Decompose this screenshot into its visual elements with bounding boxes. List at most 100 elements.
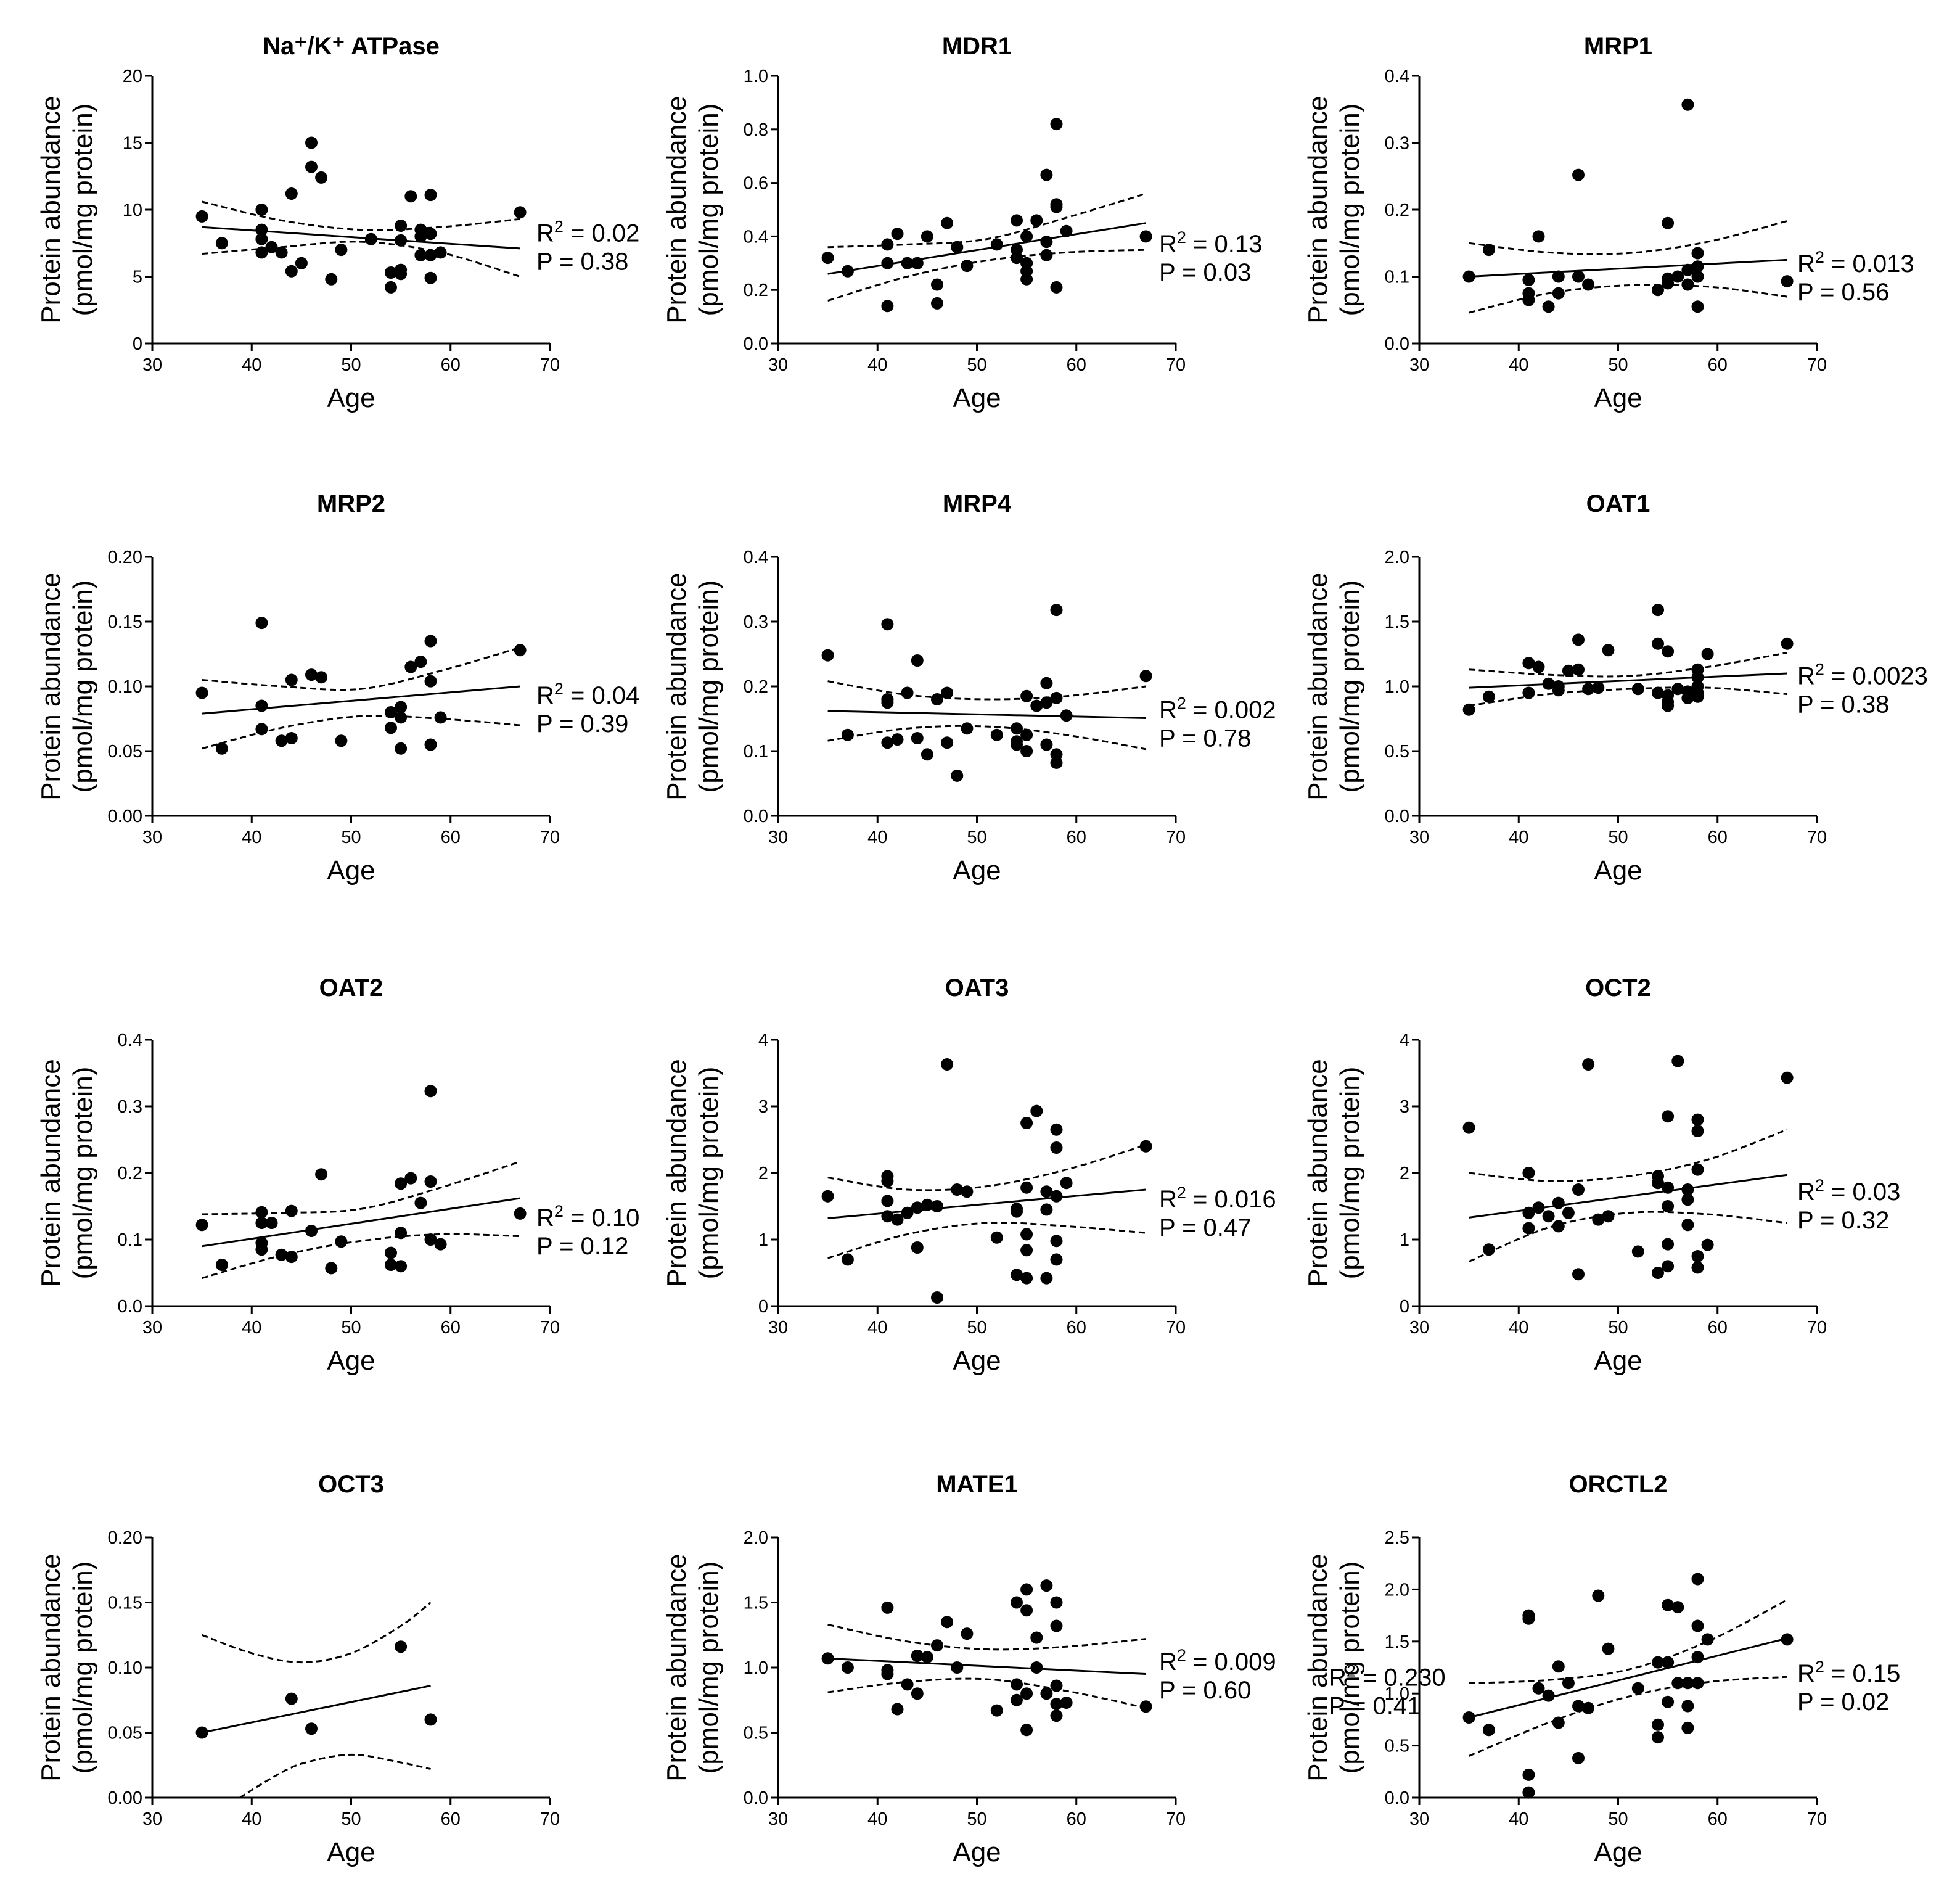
ci-upper-band — [827, 1144, 1147, 1191]
y-tick-label: 0.3 — [118, 1097, 142, 1117]
data-point — [1592, 1213, 1605, 1226]
x-tick-label: 70 — [1166, 1809, 1186, 1829]
r-squared-exponent: 2 — [1815, 1176, 1824, 1195]
x-tick-label: 70 — [1166, 355, 1186, 375]
data-point — [1572, 1268, 1585, 1281]
data-point — [1572, 663, 1585, 676]
r-squared-symbol: R — [1797, 1660, 1815, 1687]
ci-lower-band — [1469, 1211, 1787, 1262]
data-point — [941, 1616, 954, 1629]
y-axis-label-line2: (pmol/mg protein) — [1335, 580, 1365, 793]
data-point — [1522, 1786, 1535, 1799]
r-squared-value: = 0.009 — [1186, 1648, 1276, 1676]
y-tick-label: 0.0 — [744, 1788, 768, 1808]
data-point — [1532, 230, 1545, 243]
data-point — [395, 220, 408, 232]
data-point — [1681, 98, 1694, 111]
r-squared-label: R2 = 0.002 — [1159, 694, 1276, 724]
y-tick-label: 0.4 — [744, 548, 768, 567]
data-point — [315, 1168, 328, 1181]
data-point — [395, 1227, 408, 1240]
data-point — [1552, 1660, 1565, 1673]
y-tick-label: 0.0 — [744, 807, 768, 826]
data-point — [1011, 214, 1023, 227]
y-tick-label: 0.2 — [744, 281, 768, 300]
ci-upper-band — [1469, 1129, 1788, 1182]
r-squared-exponent: 2 — [554, 680, 564, 698]
data-point — [931, 1200, 943, 1212]
data-point — [255, 1243, 268, 1256]
data-point — [901, 1678, 914, 1691]
y-axis-label-line1: Protein abundance — [662, 572, 692, 800]
r-squared-symbol: R — [1159, 231, 1177, 258]
x-tick-label: 40 — [242, 1809, 261, 1829]
ci-lower-band — [827, 1221, 1146, 1259]
data-point — [1040, 1272, 1053, 1285]
x-axis-label: Age — [953, 855, 1001, 886]
x-tick-label: 30 — [142, 828, 162, 847]
r-squared-exponent: 2 — [554, 1202, 564, 1220]
ci-lower-band — [1469, 1676, 1787, 1757]
data-point — [1662, 645, 1675, 658]
r-squared-label: R2 = 0.016 — [1159, 1183, 1276, 1213]
data-point — [891, 1213, 904, 1226]
data-point — [1011, 1693, 1023, 1706]
data-point — [305, 136, 318, 149]
data-point — [1662, 1656, 1675, 1669]
data-point — [424, 635, 437, 648]
data-point — [1691, 1113, 1704, 1126]
x-tick-label: 70 — [1166, 1318, 1186, 1338]
data-point — [265, 241, 278, 253]
data-point — [1020, 273, 1033, 286]
data-point — [1011, 252, 1023, 265]
data-point — [434, 711, 447, 724]
data-point — [1572, 633, 1585, 646]
x-tick-label: 60 — [441, 828, 461, 847]
data-point — [1562, 664, 1575, 677]
data-point — [275, 246, 288, 259]
data-point — [891, 228, 904, 241]
x-axis-label: Age — [327, 1837, 375, 1867]
data-point — [265, 1217, 278, 1229]
data-point — [255, 723, 268, 736]
panel-title: MRP4 — [943, 490, 1012, 517]
data-point — [1662, 277, 1675, 290]
data-point — [941, 736, 954, 749]
r-squared-label: R2 = 0.10 — [536, 1202, 639, 1232]
y-axis-label-line1: Protein abundance — [1303, 1059, 1333, 1286]
data-point — [881, 257, 894, 269]
data-point — [395, 234, 408, 247]
data-point — [275, 734, 288, 747]
x-tick-label: 60 — [1067, 1809, 1086, 1829]
data-point — [1050, 756, 1063, 769]
r-squared-symbol: R — [536, 682, 554, 709]
data-point — [881, 696, 894, 709]
data-point — [1030, 214, 1043, 227]
data-point — [195, 210, 208, 223]
data-point — [1671, 270, 1684, 283]
x-tick-label: 30 — [142, 1318, 162, 1338]
data-point — [821, 649, 834, 662]
r-squared-value: = 0.013 — [1824, 250, 1914, 278]
panel-mate1: MATE1 0.0 0.5 1.0 1.5 2.0 30 40 50 60 70 Age Protein… — [662, 1471, 1276, 1867]
data-point — [385, 722, 397, 734]
data-point — [1522, 1612, 1535, 1625]
ci-upper-band — [202, 200, 520, 231]
data-point — [325, 273, 338, 286]
data-point — [1050, 1709, 1063, 1722]
x-axis-label: Age — [327, 383, 375, 413]
y-axis-label-line1: Protein abundance — [36, 96, 66, 323]
data-point — [1572, 168, 1585, 181]
data-point — [1662, 1181, 1675, 1194]
data-point — [1681, 1183, 1694, 1196]
data-point — [305, 160, 318, 173]
data-point — [1050, 1235, 1063, 1248]
y-axis-label-line1: Protein abundance — [662, 1553, 692, 1781]
x-axis-label: Age — [1594, 383, 1642, 413]
data-point — [195, 686, 208, 699]
y-tick-label: 0.15 — [108, 1594, 142, 1613]
regression-line — [202, 1197, 520, 1248]
x-axis-label: Age — [953, 1837, 1001, 1867]
data-point — [1011, 738, 1023, 751]
data-point — [1582, 278, 1595, 291]
